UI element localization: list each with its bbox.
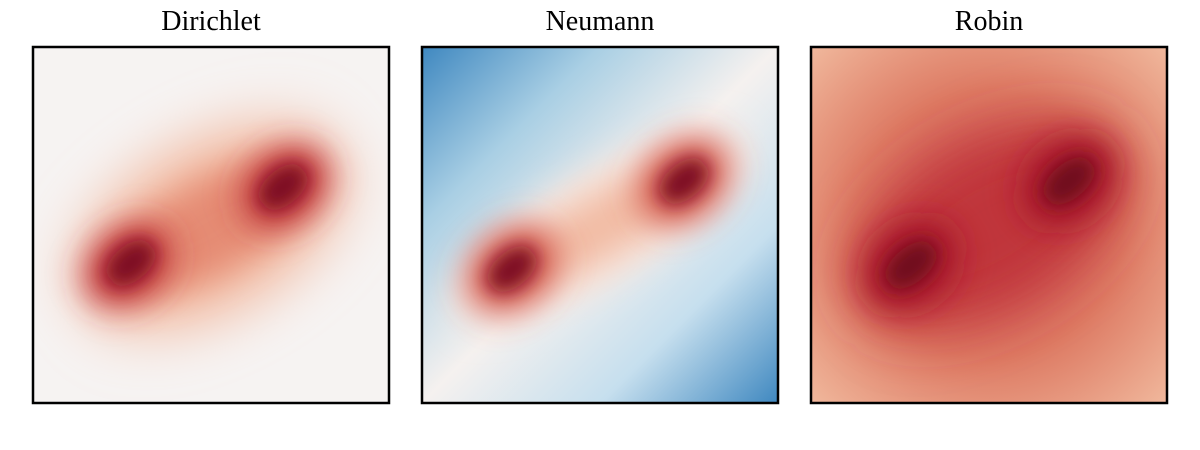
- robin-panel: [809, 45, 1169, 405]
- panel-title: Robin: [955, 6, 1023, 37]
- panel-title: Neumann: [546, 6, 655, 37]
- panel-frame: [31, 45, 391, 405]
- panel-frame: [420, 45, 780, 405]
- dirichlet-panel: [31, 45, 391, 405]
- panel-frame: [809, 45, 1169, 405]
- neumann-panel: [420, 45, 780, 405]
- panel-title: Dirichlet: [161, 6, 261, 37]
